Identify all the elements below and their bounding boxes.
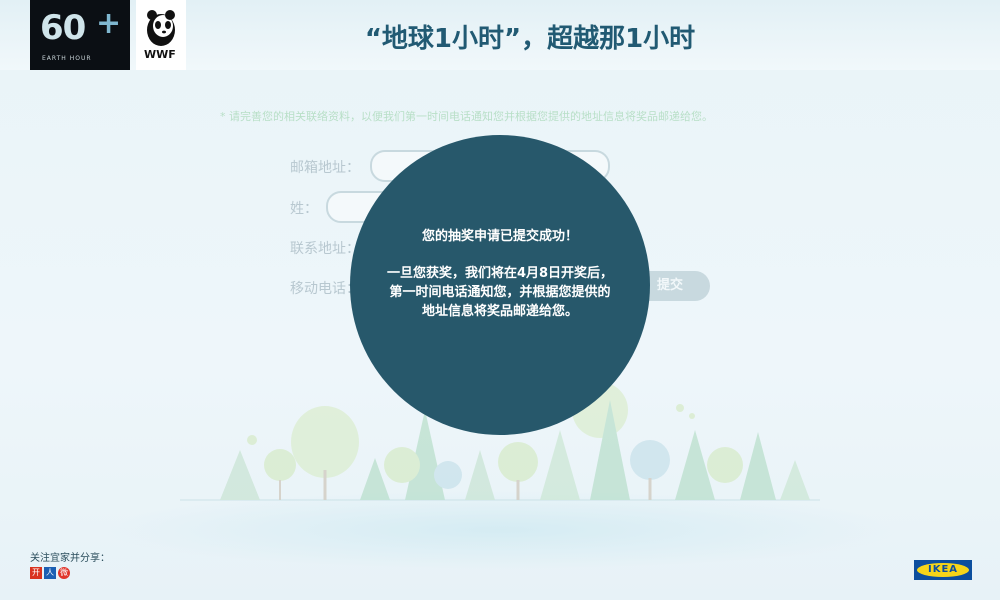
panda-icon xyxy=(147,10,175,46)
ground-shadow xyxy=(100,490,900,570)
ikea-oval xyxy=(917,563,969,577)
share-icons: 开人微 xyxy=(30,567,72,586)
address-label: 联系地址： xyxy=(290,241,360,257)
logo-number: 60 xyxy=(40,8,86,48)
header: 60 + EARTH HOUR WWF “地球1小时”，超越那1小时 xyxy=(0,0,1000,70)
renren-icon[interactable]: 人 xyxy=(44,567,56,579)
weibo-icon[interactable]: 微 xyxy=(58,567,70,579)
wwf-label: WWF xyxy=(144,48,176,61)
ikea-logo[interactable]: IKEA xyxy=(914,560,972,580)
notice-line-3: 地址信息将奖品邮递给您。 xyxy=(421,304,578,319)
notice-line-2: 第一时间电话通知您，并根据您提供的 xyxy=(389,285,611,300)
mobile-label: 移动电话： xyxy=(290,281,360,297)
form-notice: * 请完善您的相关联络资料，以便我们第一时间电话通知您并根据您提供的地址信息将奖… xyxy=(220,110,713,123)
page-title: “地球1小时”，超越那1小时 xyxy=(364,24,696,54)
surname-label: 姓： xyxy=(290,201,318,217)
logo-plus: + xyxy=(96,6,122,41)
notice-line-1: 一旦您获奖，我们将在4月8日开奖后， xyxy=(386,266,614,281)
success-message: 您的抽奖申请已提交成功！ xyxy=(421,229,578,244)
earth-hour-logo[interactable]: 60 + EARTH HOUR xyxy=(30,0,130,70)
kaixin-icon[interactable]: 开 xyxy=(30,567,42,579)
email-label: 邮箱地址： xyxy=(290,160,360,176)
ikea-label: IKEA xyxy=(927,564,959,575)
share-label: 关注宜家并分享： xyxy=(30,553,110,564)
wwf-logo[interactable]: WWF xyxy=(136,0,186,70)
success-dialog[interactable]: 您的抽奖申请已提交成功！ 一旦您获奖，我们将在4月8日开奖后， 第一时间电话通知… xyxy=(350,135,650,435)
logo-subtitle: EARTH HOUR xyxy=(42,55,92,62)
